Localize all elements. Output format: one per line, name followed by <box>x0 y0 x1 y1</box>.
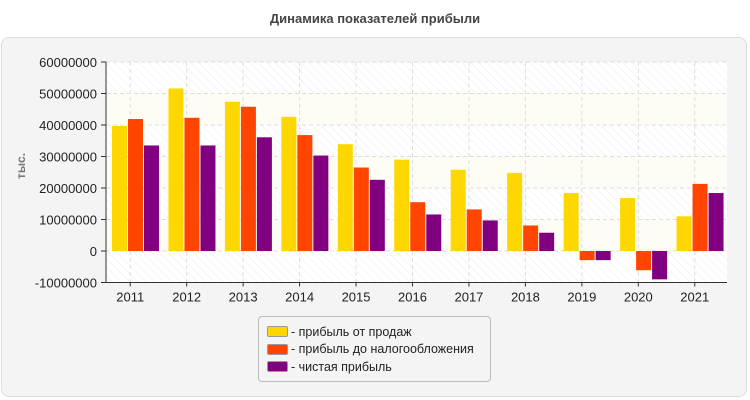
bar-2016-series-3 <box>426 214 442 251</box>
bar-2021-series-2 <box>692 183 708 251</box>
chart-title: Динамика показателей прибыли <box>269 11 481 26</box>
bar-2016-series-1 <box>394 159 410 251</box>
bar-2015-series-2 <box>353 167 369 251</box>
x-tick-label: 2011 <box>116 290 144 305</box>
x-tick-label: 2016 <box>398 290 427 305</box>
grid-band <box>106 251 727 283</box>
legend-swatch <box>267 326 288 338</box>
bar-2013-series-1 <box>224 101 240 251</box>
x-tick-label: 2018 <box>511 290 540 305</box>
y-tick-label: 20000000 <box>39 181 97 196</box>
x-tick-label: 2021 <box>680 290 709 305</box>
bar-2020-series-3 <box>652 251 668 280</box>
bar-2013-series-3 <box>256 137 272 251</box>
bar-2015-series-1 <box>337 144 353 251</box>
legend-label: - прибыль до налогообложения <box>291 342 474 357</box>
y-tick-label: -10000000 <box>35 276 97 291</box>
legend-item: - чистая прибыль <box>267 358 490 376</box>
legend: - прибыль от продаж - прибыль до налогооб… <box>258 316 491 382</box>
bar-2011-series-1 <box>112 125 127 251</box>
y-tick-label: 60000000 <box>39 55 97 70</box>
bar-2014-series-3 <box>313 155 329 251</box>
bar-2012-series-2 <box>184 117 200 251</box>
legend-swatch <box>267 361 288 373</box>
bar-2014-series-2 <box>297 135 313 251</box>
legend-label: - прибыль от продаж <box>291 324 412 339</box>
legend-item: - прибыль от продаж <box>267 323 490 341</box>
bar-2012-series-3 <box>200 145 216 251</box>
bar-2019-series-1 <box>563 193 579 251</box>
bar-2019-series-2 <box>579 251 595 261</box>
legend-swatch <box>267 343 288 355</box>
x-tick-label: 2017 <box>454 290 483 305</box>
bar-2011-series-3 <box>144 145 159 251</box>
x-tick-label: 2015 <box>342 290 371 305</box>
y-tick-label: 40000000 <box>39 118 97 133</box>
bar-2018-series-2 <box>523 225 539 251</box>
x-tick-label: 2019 <box>567 290 596 305</box>
bar-2012-series-1 <box>168 88 184 252</box>
y-tick-label: 30000000 <box>39 150 97 165</box>
bar-2021-series-3 <box>708 193 724 251</box>
bar-2013-series-2 <box>240 106 256 251</box>
y-tick-label: 0 <box>90 244 97 259</box>
bar-2016-series-2 <box>410 202 426 251</box>
grid-band <box>106 93 727 125</box>
bar-2014-series-1 <box>281 116 297 251</box>
x-tick-label: 2012 <box>172 290 201 305</box>
bar-2020-series-1 <box>620 198 636 251</box>
bar-2018-series-1 <box>507 172 523 251</box>
legend-label: - чистая прибыль <box>291 359 392 374</box>
bar-2020-series-2 <box>636 251 652 271</box>
bar-2017-series-3 <box>482 220 498 251</box>
grid-band <box>106 62 727 94</box>
bar-2017-series-2 <box>466 209 482 251</box>
x-tick-label: 2020 <box>624 290 653 305</box>
legend-item: - прибыль до налогообложения <box>267 341 490 359</box>
bar-2019-series-3 <box>595 251 611 261</box>
y-tick-label: 50000000 <box>39 87 97 102</box>
bar-2011-series-2 <box>128 119 143 251</box>
x-tick-label: 2014 <box>285 290 314 305</box>
bar-2018-series-3 <box>539 232 555 251</box>
bar-2017-series-1 <box>450 169 466 251</box>
bar-2021-series-1 <box>676 216 692 251</box>
bar-2015-series-3 <box>369 179 385 251</box>
y-tick-label: 10000000 <box>39 213 97 228</box>
y-axis-label: тыс. <box>14 153 28 179</box>
x-tick-label: 2013 <box>229 290 258 305</box>
